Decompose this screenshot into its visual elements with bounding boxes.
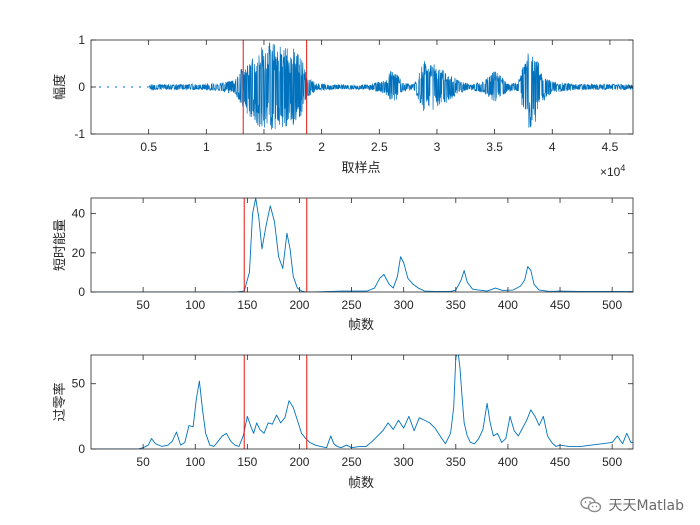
waveform-plot-area bbox=[91, 42, 633, 130]
wechat-icon bbox=[580, 496, 602, 513]
waveform-xtick-label: 3.5 bbox=[486, 140, 503, 154]
energy-axes-box bbox=[90, 197, 634, 293]
energy-xtick-label: 450 bbox=[550, 298, 570, 312]
watermark-text: 天天Matlab bbox=[608, 498, 684, 514]
waveform-ytick-label: 1 bbox=[78, 33, 85, 47]
energy-panel: 短时能量 帧数 50 100 150 200 250 300 350 400 450 500 0 20… bbox=[53, 197, 634, 333]
zcr-axes-box bbox=[90, 354, 634, 450]
waveform-xtick-label: 1 bbox=[203, 140, 210, 154]
zcr-series-line bbox=[91, 355, 633, 449]
zcr-xtick-label: 300 bbox=[394, 455, 414, 469]
x-exponent-label: ×104 bbox=[600, 163, 625, 179]
waveform-xtick-label: 1.5 bbox=[256, 140, 273, 154]
watermark: 天天Matlab bbox=[580, 495, 684, 515]
energy-ytick-label: 20 bbox=[72, 246, 86, 260]
waveform-xtick-label: 4.5 bbox=[602, 140, 619, 154]
zcr-ytick-label: 0 bbox=[78, 442, 85, 456]
waveform-xtick-label: 2 bbox=[318, 140, 325, 154]
waveform-xtick-label: 3 bbox=[434, 140, 441, 154]
energy-xtick-label: 100 bbox=[185, 298, 205, 312]
zcr-xtick-label: 100 bbox=[185, 455, 205, 469]
zcr-xtick-label: 400 bbox=[498, 455, 518, 469]
energy-xlabel: 帧数 bbox=[348, 318, 374, 333]
zcr-xtick-label: 250 bbox=[342, 455, 362, 469]
energy-xtick-label: 50 bbox=[136, 298, 150, 312]
waveform-xtick-label: 2.5 bbox=[371, 140, 388, 154]
zcr-plot-area bbox=[91, 355, 633, 449]
waveform-ytick-label: 0 bbox=[78, 80, 85, 94]
energy-ytick-label: 40 bbox=[72, 207, 86, 221]
waveform-ylabel: 幅度 bbox=[52, 74, 68, 100]
energy-xtick-label: 150 bbox=[237, 298, 257, 312]
waveform-series-line bbox=[148, 42, 633, 130]
zcr-ylabel: 过零率 bbox=[52, 382, 68, 421]
zcr-panel: 过零率 帧数 50 100 150 200 250 300 350 400 450 500 0 50 bbox=[52, 354, 634, 491]
energy-xtick-label: 300 bbox=[394, 298, 414, 312]
energy-xtick-label: 500 bbox=[602, 298, 622, 312]
zcr-xtick-label: 150 bbox=[237, 455, 257, 469]
energy-plot-area bbox=[91, 198, 633, 292]
waveform-xtick-label: 4 bbox=[549, 140, 556, 154]
zcr-xtick-label: 50 bbox=[136, 455, 150, 469]
waveform-xlabel: 取样点 bbox=[341, 161, 380, 176]
energy-xtick-label: 250 bbox=[342, 298, 362, 312]
energy-series-line bbox=[91, 198, 633, 292]
energy-ytick-label: 0 bbox=[78, 285, 85, 299]
energy-xtick-label: 350 bbox=[446, 298, 466, 312]
zcr-xtick-label: 200 bbox=[289, 455, 309, 469]
energy-xtick-label: 200 bbox=[289, 298, 309, 312]
zcr-xtick-label: 500 bbox=[602, 455, 622, 469]
zcr-ytick-label: 50 bbox=[72, 377, 86, 391]
waveform-panel: 幅度 取样点 ×104 0.5 1 1.5 2 2.5 3 3.5 4 4.5 -1 0 1 bbox=[52, 33, 634, 179]
waveform-xtick-label: 0.5 bbox=[140, 140, 157, 154]
energy-ylabel: 短时能量 bbox=[53, 219, 68, 271]
zcr-xtick-label: 450 bbox=[550, 455, 570, 469]
zcr-xlabel: 帧数 bbox=[348, 476, 374, 491]
energy-xtick-label: 400 bbox=[498, 298, 518, 312]
waveform-ytick-label: -1 bbox=[74, 127, 85, 141]
zcr-xtick-label: 350 bbox=[446, 455, 466, 469]
